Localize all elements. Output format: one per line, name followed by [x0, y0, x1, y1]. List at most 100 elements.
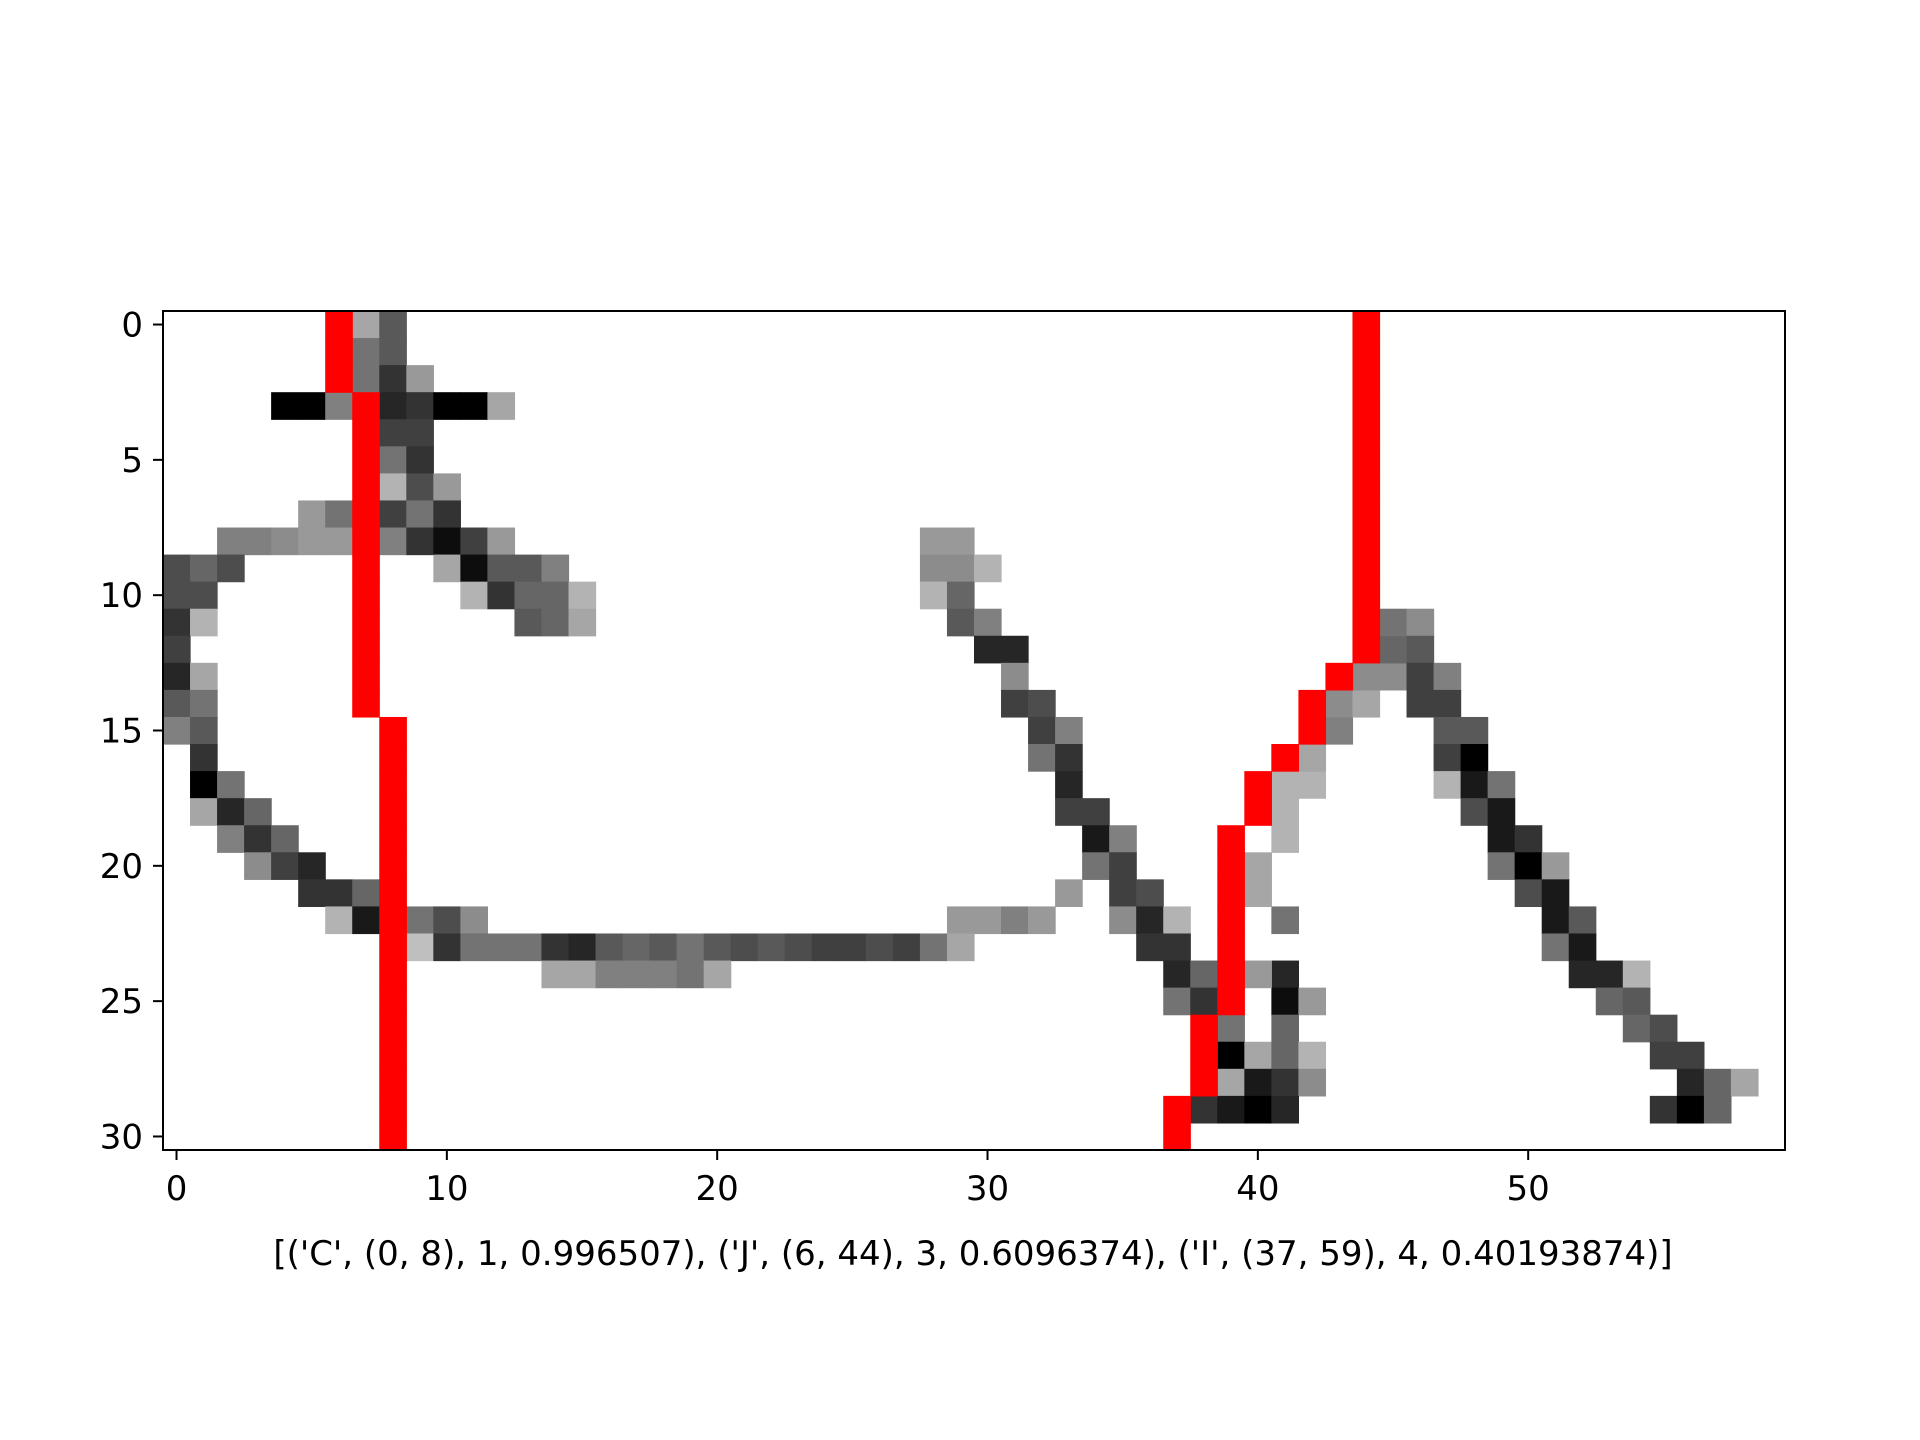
- heatmap-cell: [352, 311, 380, 339]
- heatmap-cell: [1271, 1068, 1299, 1097]
- heatmap-cell: [1244, 960, 1272, 989]
- overlay-cell: [379, 744, 407, 772]
- heatmap-cell: [1298, 744, 1327, 772]
- heatmap-cell: [1190, 1095, 1218, 1124]
- heatmap-cell: [946, 608, 975, 637]
- heatmap-cell: [379, 446, 407, 474]
- heatmap-cell: [163, 689, 191, 718]
- heatmap-cell: [622, 933, 651, 962]
- heatmap-cell: [406, 392, 434, 420]
- heatmap-cell: [244, 527, 272, 556]
- heatmap-cells: [163, 311, 1759, 1124]
- heatmap-cell: [460, 933, 488, 962]
- overlay-cell: [1352, 635, 1381, 664]
- heatmap-cell: [433, 906, 461, 935]
- y-tick-label: 5: [121, 441, 143, 481]
- heatmap-cell: [460, 906, 488, 935]
- heatmap-cell: [487, 392, 516, 420]
- heatmap-cell: [1676, 1095, 1705, 1124]
- overlay-cell: [325, 338, 353, 366]
- heatmap-cell: [1082, 798, 1110, 826]
- overlay-cell: [1190, 1068, 1218, 1097]
- overlay-cell: [352, 581, 380, 610]
- heatmap-cell: [1541, 879, 1570, 908]
- x-axis: 0 10 20 30 40 50: [166, 1150, 1550, 1209]
- overlay-cell: [1217, 879, 1245, 908]
- overlay-cell: [379, 1041, 407, 1070]
- y-tick-label: 25: [100, 982, 143, 1022]
- heatmap-cell: [541, 608, 570, 637]
- heatmap-cell: [1298, 771, 1327, 799]
- heatmap-cell: [1271, 960, 1299, 989]
- heatmap-cell: [325, 500, 353, 529]
- heatmap-cell: [1217, 1095, 1245, 1124]
- heatmap-cell: [1298, 987, 1327, 1016]
- heatmap-cell: [974, 554, 1002, 583]
- overlay-cell: [352, 446, 380, 474]
- overlay-cell: [379, 1122, 407, 1151]
- overlay-cell: [379, 798, 407, 826]
- heatmap-cell: [244, 798, 272, 826]
- x-tick-label: 40: [1236, 1169, 1279, 1209]
- heatmap-cell: [1487, 825, 1516, 853]
- heatmap-cell: [974, 906, 1002, 935]
- y-tick-label: 30: [100, 1117, 143, 1157]
- y-tick-label: 15: [100, 712, 143, 752]
- heatmap-cell: [1433, 689, 1462, 718]
- heatmap-cell: [325, 392, 353, 420]
- heatmap-cell: [1541, 852, 1570, 880]
- heatmap-cell: [1028, 744, 1056, 772]
- heatmap-cell: [919, 554, 948, 583]
- overlay-cell: [379, 987, 407, 1016]
- heatmap-cell: [1622, 960, 1651, 989]
- heatmap-cell: [1271, 1041, 1299, 1070]
- heatmap-cell: [1433, 771, 1462, 799]
- heatmap-cell: [460, 527, 488, 556]
- heatmap-cell: [1271, 771, 1299, 799]
- overlay-cell: [379, 933, 407, 962]
- heatmap-cell: [379, 365, 407, 393]
- overlay-cell: [1244, 771, 1272, 799]
- heatmap-cell: [163, 716, 191, 745]
- overlay-cell: [352, 527, 380, 556]
- heatmap-cell: [1649, 1014, 1678, 1043]
- overlay-cell: [379, 1014, 407, 1043]
- heatmap-cell: [1028, 716, 1056, 745]
- heatmap-cell: [271, 392, 299, 420]
- heatmap-cell: [190, 716, 218, 745]
- heatmap-cell: [433, 392, 461, 420]
- heatmap-cell: [1541, 906, 1570, 935]
- heatmap-cell: [1082, 825, 1110, 853]
- heatmap-cell: [379, 500, 407, 529]
- heatmap-cell: [703, 933, 732, 962]
- overlay-cell: [352, 500, 380, 529]
- heatmap-cell: [217, 798, 245, 826]
- overlay-cell: [352, 554, 380, 583]
- overlay-cell: [1190, 1041, 1218, 1070]
- heatmap-cell: [1487, 771, 1516, 799]
- heatmap-cell: [1487, 798, 1516, 826]
- heatmap-cell: [1568, 933, 1597, 962]
- heatmap-cell: [649, 933, 678, 962]
- heatmap-cell: [406, 500, 434, 529]
- heatmap-cell: [217, 771, 245, 799]
- heatmap-cell: [703, 960, 732, 989]
- overlay-cell: [379, 906, 407, 935]
- overlay-cell: [1352, 311, 1381, 339]
- heatmap-cell: [919, 933, 948, 962]
- heatmap-cell: [1514, 852, 1543, 880]
- heatmap-cell: [1001, 635, 1029, 664]
- heatmap-cell: [190, 689, 218, 718]
- heatmap-cell: [514, 581, 543, 610]
- heatmap-cell: [622, 960, 651, 989]
- heatmap-cell: [1325, 716, 1354, 745]
- heatmap-cell: [919, 581, 948, 610]
- heatmap-cell: [298, 527, 326, 556]
- heatmap-cell: [406, 473, 434, 502]
- heatmap-cell: [1244, 1041, 1272, 1070]
- heatmap-cell: [1406, 635, 1435, 664]
- heatmap-cell: [1136, 906, 1164, 935]
- heatmap-cell: [406, 365, 434, 393]
- y-tick-label: 10: [100, 576, 143, 616]
- heatmap-cell: [946, 933, 975, 962]
